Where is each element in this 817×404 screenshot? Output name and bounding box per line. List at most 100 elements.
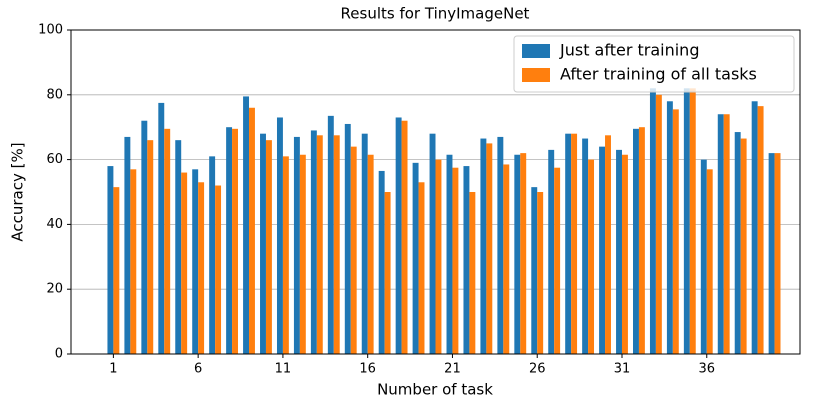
- bar: [310, 130, 317, 354]
- bar: [582, 138, 589, 354]
- bar: [463, 166, 470, 354]
- bar: [429, 133, 436, 354]
- bar: [181, 172, 188, 354]
- bar: [333, 135, 340, 354]
- y-axis-label: Accuracy [%]: [9, 142, 27, 241]
- bar: [350, 146, 357, 354]
- bar: [638, 127, 645, 354]
- x-tick-label: 21: [444, 362, 461, 377]
- bar: [401, 120, 408, 354]
- y-tick-label: 0: [55, 347, 63, 362]
- bar: [588, 159, 595, 354]
- x-tick-label: 1: [109, 362, 117, 377]
- bar: [141, 120, 148, 354]
- bar: [616, 149, 622, 354]
- bar: [683, 88, 690, 354]
- x-tick-label: 36: [698, 362, 715, 377]
- bar: [446, 154, 453, 354]
- bar: [198, 182, 205, 354]
- bar: [418, 182, 425, 354]
- legend-swatch: [522, 44, 550, 58]
- bar: [107, 166, 114, 354]
- bar: [215, 185, 222, 354]
- bar: [260, 133, 266, 354]
- bar: [689, 88, 696, 354]
- legend-box: [513, 35, 795, 93]
- bar: [514, 154, 521, 354]
- bar: [768, 153, 775, 354]
- y-tick-label: 20: [46, 282, 63, 297]
- bar: [130, 169, 137, 354]
- bar: [531, 187, 538, 354]
- legend-label: Just after training: [559, 41, 699, 60]
- bar: [717, 114, 724, 355]
- bar: [327, 115, 334, 354]
- bar: [232, 128, 238, 354]
- bar: [158, 102, 165, 355]
- bar: [209, 156, 216, 354]
- y-tick-label: 80: [46, 87, 63, 102]
- bar: [537, 192, 544, 354]
- bar: [751, 101, 758, 354]
- x-axis-label: Number of task: [377, 381, 493, 399]
- bar: [740, 138, 747, 354]
- x-tick-label: 16: [359, 362, 376, 377]
- bar: [503, 164, 510, 354]
- bar: [655, 94, 662, 355]
- bar: [480, 138, 487, 354]
- bar: [706, 169, 713, 354]
- bar: [367, 154, 374, 354]
- bar: [344, 123, 351, 355]
- bar: [633, 128, 639, 354]
- bar: [412, 162, 419, 354]
- bar: [548, 149, 555, 354]
- bar: [571, 133, 578, 354]
- bar: [265, 140, 272, 354]
- bar: [599, 146, 606, 354]
- bar: [469, 192, 476, 354]
- bar: [124, 136, 131, 354]
- bar: [192, 169, 199, 354]
- x-tick-label: 26: [529, 362, 546, 377]
- bar: [361, 133, 368, 354]
- bar: [649, 88, 656, 354]
- x-tick-label: 11: [275, 362, 292, 377]
- bar: [672, 109, 679, 354]
- bar: [605, 135, 611, 354]
- bar: [147, 140, 154, 354]
- bar: [497, 136, 504, 354]
- bar: [554, 167, 561, 354]
- y-tick-label: 100: [38, 23, 63, 38]
- bar: [316, 135, 323, 354]
- bar: [700, 159, 707, 354]
- bar: [452, 167, 459, 354]
- legend-swatch: [522, 68, 550, 82]
- bar: [774, 153, 781, 354]
- bar: [520, 153, 527, 354]
- bar: [395, 117, 402, 354]
- bar: [175, 140, 182, 354]
- bar: [723, 114, 730, 355]
- bar: [282, 156, 289, 354]
- bar: [734, 132, 741, 354]
- bar: [757, 106, 764, 354]
- bar: [164, 128, 171, 354]
- chart-title: Results for TinyImageNet: [341, 5, 530, 23]
- bar: [378, 170, 385, 354]
- bar: [666, 101, 673, 354]
- bar: [435, 159, 442, 354]
- legend-label: After training of all tasks: [560, 65, 757, 84]
- bar: [249, 107, 255, 354]
- bar: [276, 117, 283, 354]
- x-tick-label: 31: [614, 362, 631, 377]
- x-tick-label: 6: [194, 362, 202, 377]
- bar: [384, 192, 391, 354]
- bar: [299, 154, 306, 354]
- bar: [243, 96, 250, 355]
- bar: [226, 127, 233, 354]
- y-tick-label: 60: [46, 152, 63, 167]
- bar: [621, 154, 628, 354]
- plot-frame: [70, 29, 801, 355]
- bar: [565, 133, 572, 354]
